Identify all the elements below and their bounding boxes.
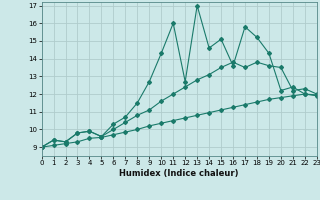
X-axis label: Humidex (Indice chaleur): Humidex (Indice chaleur) [119, 169, 239, 178]
